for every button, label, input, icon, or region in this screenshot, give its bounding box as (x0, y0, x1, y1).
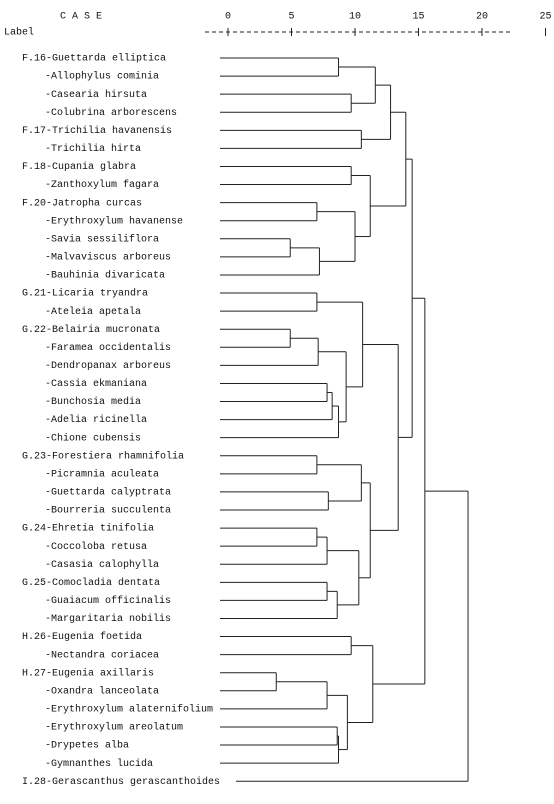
leaf-label: G.25-Comocladia dentata (22, 577, 160, 589)
case-header: C A S E (60, 12, 102, 23)
leaf-label: F.17-Trichilia havanensis (22, 125, 172, 137)
leaf-label: G.23-Forestiera rhamnifolia (22, 450, 184, 462)
leaf-label: -Drypetes alba (45, 740, 129, 752)
leaf-label: -Malvaviscus arboreus (45, 252, 171, 264)
leaf-label: F.18-Cupania glabra (22, 161, 136, 173)
leaf-label: -Gymnanthes lucida (45, 758, 153, 770)
leaf-label: -Trichilia hirta (45, 143, 141, 155)
leaf-label: -Picramnia aculeata (45, 468, 159, 480)
leaf-label: -Zanthoxylum fagara (45, 179, 159, 191)
leaf-label: -Chione cubensis (45, 432, 141, 444)
leaf-label: -Margaritaria nobilis (45, 613, 171, 625)
tick-label: 15 (412, 12, 424, 23)
leaf-label: -Casearia hirsuta (45, 89, 147, 101)
leaf-label: F.16-Guettarda elliptica (22, 53, 166, 65)
tick-label: 20 (476, 12, 488, 23)
leaf-label: -Savia sessiliflora (45, 233, 159, 245)
leaf-label: -Erythroxylum havanense (45, 215, 183, 227)
leaf-label: H.27-Eugenia axillaris (22, 667, 154, 679)
leaf-label: -Faramea occidentalis (45, 342, 171, 354)
leaf-label: -Casasia calophylla (45, 559, 159, 571)
leaf-label: G.22-Belairia mucronata (22, 324, 160, 336)
leaf-label: G.21-Licaria tryandra (22, 288, 148, 300)
leaf-label: H.26-Eugenia foetida (22, 631, 142, 643)
leaf-label: F.20-Jatropha curcas (22, 197, 142, 209)
leaf-label: -Nectandra coriacea (45, 649, 159, 661)
tick-label: 5 (288, 12, 294, 23)
leaf-label: -Oxandra lanceolata (45, 685, 159, 697)
leaf-label: -Bauhinia divaricata (45, 270, 165, 282)
leaf-label: I.28-Gerascanthus gerascanthoides (22, 776, 220, 788)
leaf-label: -Erythroxylum alaternifolium (45, 704, 213, 716)
leaf-label: -Allophylus cominia (45, 71, 159, 83)
leaf-label: -Bunchosia media (45, 396, 141, 408)
leaf-label: -Bourreria succulenta (45, 505, 171, 517)
leaf-label: -Dendropanax arboreus (45, 360, 171, 372)
leaf-label: -Ateleia apetala (45, 306, 141, 318)
leaf-label: -Coccoloba retusa (45, 541, 147, 553)
tick-label: 0 (225, 12, 231, 23)
leaf-label: -Colubrina arborescens (45, 107, 177, 119)
leaf-label: -Guettarda calyptrata (45, 487, 171, 499)
tick-label: 25 (539, 12, 551, 23)
leaf-label: -Erythroxylum areolatum (45, 722, 183, 734)
leaf-label: -Guaiacum officinalis (45, 595, 171, 607)
label-header: Label (4, 27, 34, 39)
leaf-label: -Adelia ricinella (45, 414, 147, 426)
tick-label: 10 (349, 12, 361, 23)
leaf-label: -Cassia ekmaniana (45, 378, 147, 390)
leaf-label: G.24-Ehretia tinifolia (22, 523, 154, 535)
